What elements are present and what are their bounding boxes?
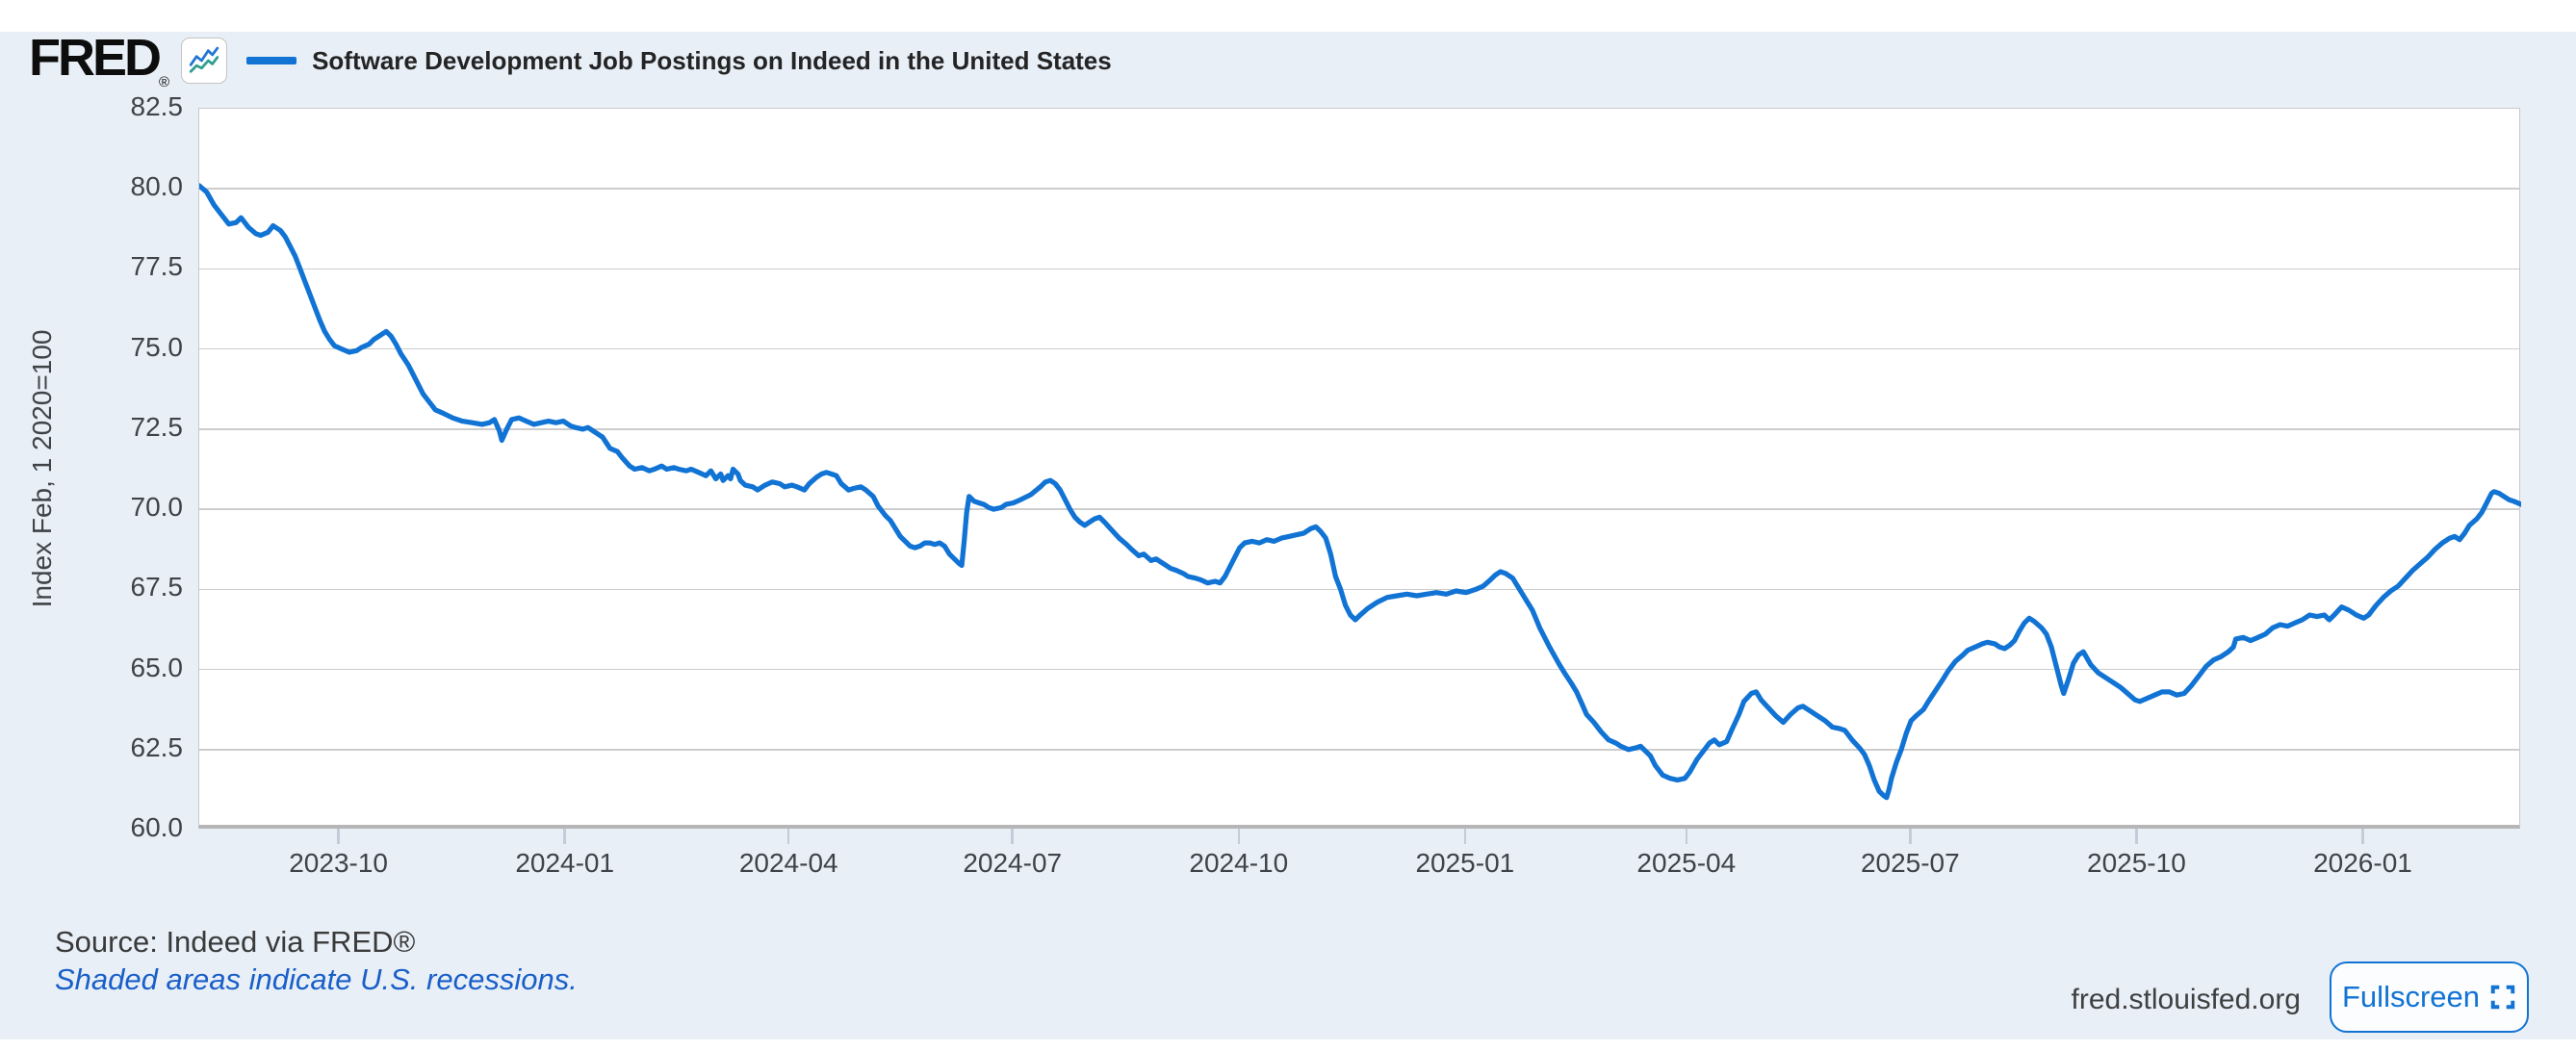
x-axis-tick-label: 2025-10 [2087,848,2186,878]
x-axis-tick-mark [1909,829,1912,844]
gridline [199,428,2519,430]
y-axis-tick-label: 70.0 [130,492,184,523]
recession-note-link[interactable]: Shaded areas indicate U.S. recessions. [55,962,578,996]
x-axis-tick-mark [2135,829,2138,844]
x-axis-tick-mark [786,829,790,844]
gridline [199,749,2519,751]
y-axis-tick-label: 80.0 [130,171,184,202]
x-axis-tick-mark [1463,829,1467,844]
y-axis-tick-label: 60.0 [130,812,184,842]
data-line-svg [199,183,2521,801]
x-axis-tick-label: 2024-07 [963,848,1063,878]
site-url-text: fred.stlouisfed.org [2071,984,2301,1015]
x-axis-tick-label: 2024-10 [1189,848,1289,878]
registered-mark: ® [159,74,170,90]
fullscreen-icon [2490,985,2515,1010]
x-axis-tick-mark [2361,829,2364,844]
gridline [199,668,2519,671]
gridline [199,268,2519,270]
plot-area [198,108,2521,829]
x-axis-tick-mark [1011,829,1014,844]
fullscreen-button[interactable]: Fullscreen [2330,961,2529,1033]
x-axis-tick-mark [563,829,566,844]
y-axis-tick-label: 72.5 [130,411,184,442]
x-axis-tick-mark [1685,829,1688,844]
x-axis-tick-label: 2025-07 [1860,848,1960,878]
x-axis-tick-label: 2025-04 [1636,848,1737,878]
y-axis-tick-label: 82.5 [130,91,184,121]
x-axis-tick-label: 2026-01 [2313,848,2412,878]
y-axis-tick-label: 62.5 [130,731,184,762]
fred-logo[interactable]: FRED® [29,29,170,90]
x-axis-tick-mark [1237,829,1241,844]
gridline [199,588,2519,591]
x-axis-tick-label: 2023-10 [289,848,388,878]
x-axis-tick-label: 2024-04 [738,848,838,878]
gridline [199,508,2519,510]
x-axis-tick-label: 2024-01 [515,848,615,878]
chart-header: FRED® Software Development Job Postings … [29,29,1112,90]
x-axis-tick-label: 2025-01 [1415,848,1515,878]
fred-sparkline-icon [181,38,228,84]
gridline [199,188,2519,190]
gridline [199,347,2519,350]
y-axis-tick-label: 77.5 [130,251,184,282]
series-legend-swatch [246,57,297,64]
x-axis-tick-mark [337,829,340,844]
source-text: Source: Indeed via FRED® [55,925,416,959]
y-axis-tick-label: 75.0 [130,331,184,362]
y-axis-tick-label: 67.5 [130,572,184,602]
series-line [199,183,2521,801]
y-axis-tick-label: 65.0 [130,652,184,682]
chart-title: Software Development Job Postings on Ind… [312,45,1112,75]
